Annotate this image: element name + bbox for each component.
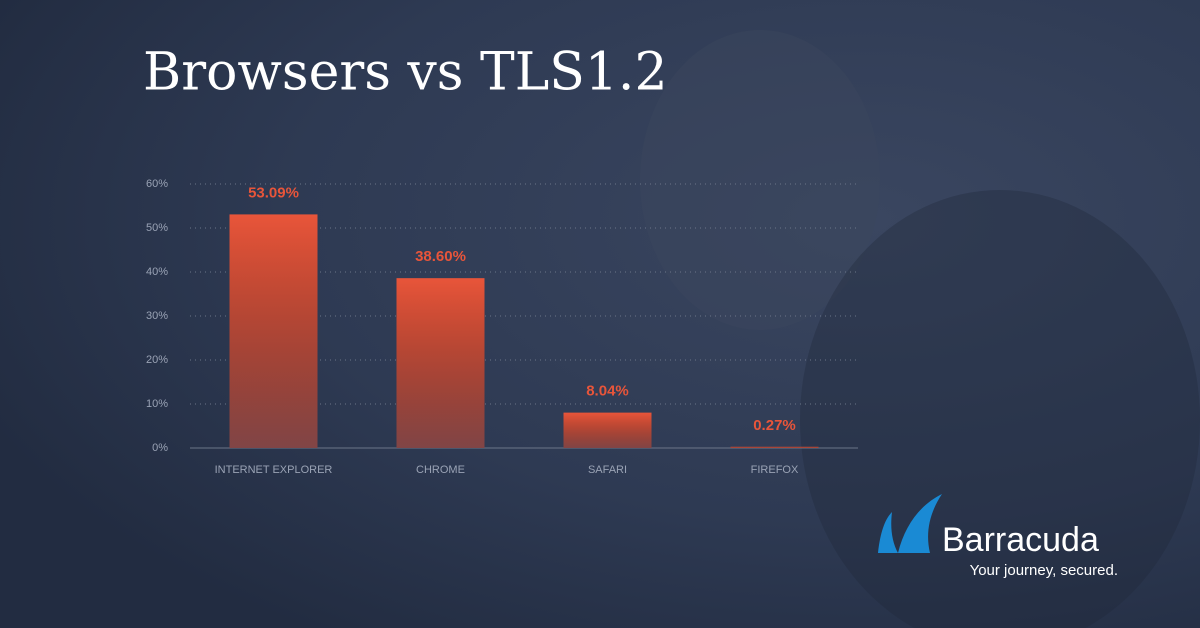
- y-tick-label: 10%: [146, 398, 168, 410]
- logo-tagline: Your journey, secured.: [970, 562, 1118, 579]
- y-tick-label: 0%: [152, 442, 168, 454]
- bar-shade: [730, 446, 819, 448]
- y-tick-label: 30%: [146, 310, 168, 322]
- bar-shade: [229, 214, 318, 448]
- logo-fin-large: [898, 494, 942, 553]
- logo-fin-small: [878, 512, 898, 553]
- x-tick-label: INTERNET EXPLORER: [215, 464, 333, 476]
- value-label: 0.27%: [753, 417, 796, 434]
- bar-shade: [563, 412, 652, 448]
- y-tick-label: 40%: [146, 266, 168, 278]
- x-tick-label: FIREFOX: [751, 464, 799, 476]
- x-tick-label: CHROME: [416, 464, 465, 476]
- value-label: 38.60%: [415, 248, 466, 265]
- x-tick-label: SAFARI: [588, 464, 627, 476]
- y-tick-label: 50%: [146, 222, 168, 234]
- bar-shade: [396, 278, 485, 448]
- chart-title: Browsers vs TLS1.2: [143, 43, 668, 103]
- y-tick-label: 20%: [146, 354, 168, 366]
- background-figure: [640, 30, 880, 330]
- logo: Barracuda Your journey, secured.: [878, 494, 1118, 579]
- background-shadow: [800, 190, 1200, 628]
- y-tick-label: 60%: [146, 178, 168, 190]
- logo-name: Barracuda: [942, 521, 1099, 559]
- value-label: 8.04%: [586, 383, 629, 400]
- value-label: 53.09%: [248, 184, 299, 201]
